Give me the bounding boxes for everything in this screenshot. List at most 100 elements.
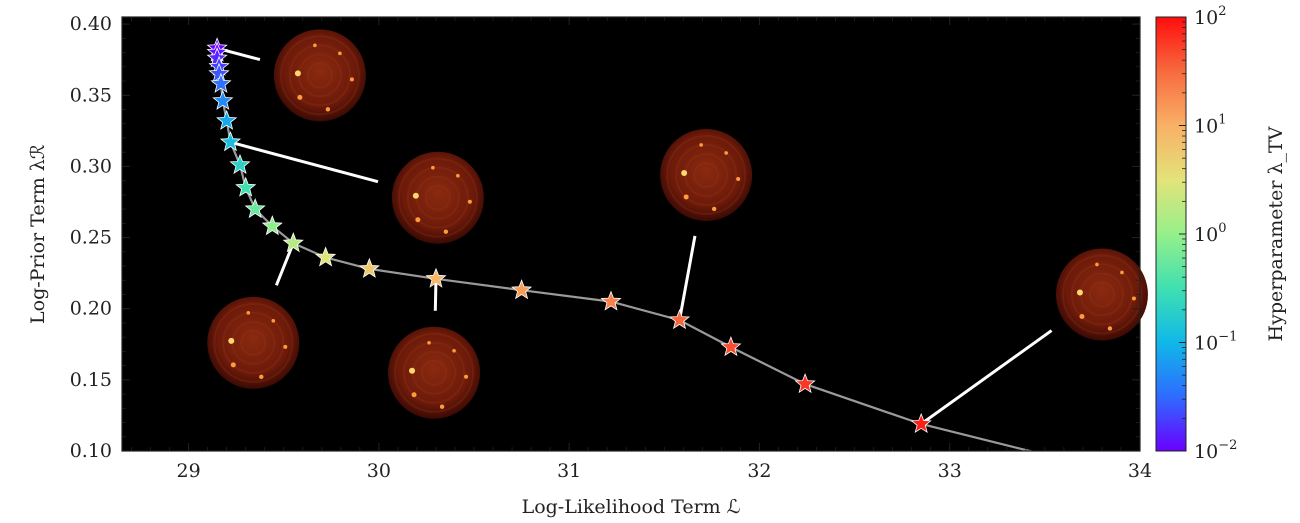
- bright-spot: [681, 169, 688, 176]
- sun-texture: [1061, 254, 1142, 335]
- reconstruction-inset-3: [660, 128, 753, 321]
- reconstruction-inset-1: [216, 29, 366, 122]
- data-point-star: [235, 176, 257, 197]
- x-axis-label: Log-Likelihood Term ℒ: [522, 496, 741, 518]
- bright-spot: [294, 70, 301, 77]
- bright-spot: [456, 173, 460, 178]
- data-point-star: [720, 335, 742, 357]
- ticks-layer: 29 30 31 32 33 34 0.10 0.15 0.20 0.25 0.30 0.35 0.40…: [27, 13, 1152, 518]
- data-point-star: [511, 279, 533, 300]
- reconstruction-inset-6: [920, 248, 1148, 426]
- bright-spot: [313, 43, 317, 48]
- x-tick-label: 33: [938, 460, 962, 482]
- inset-connector: [678, 235, 697, 321]
- y-tick-label: 0.35: [70, 84, 112, 106]
- data-point-star: [600, 290, 622, 311]
- sun-texture: [693, 161, 720, 188]
- bright-spot: [411, 392, 417, 398]
- bright-spot: [1076, 289, 1083, 296]
- data-point-star: [216, 109, 238, 130]
- sun-texture: [397, 157, 478, 238]
- bright-spot: [1095, 262, 1099, 267]
- sun-texture: [675, 143, 738, 206]
- data-point-star: [668, 308, 691, 330]
- data-point-star: [315, 246, 337, 267]
- data-point-star: [794, 372, 816, 394]
- x-tick-label: 30: [367, 460, 391, 482]
- bright-spot: [415, 217, 421, 223]
- sun-texture: [213, 302, 294, 383]
- bright-spot: [427, 340, 431, 345]
- data-point-star: [219, 131, 242, 152]
- bright-spot: [409, 367, 416, 374]
- bright-spot: [297, 94, 303, 100]
- y-tick-label: 0.25: [70, 227, 112, 249]
- colorbar-label: Hyperparameter λ_TV: [1265, 126, 1287, 341]
- sun-texture: [424, 184, 451, 211]
- x-tick-label: 31: [557, 460, 581, 482]
- data-point-star: [358, 257, 380, 278]
- sun-disk: [273, 29, 366, 122]
- bright-spot: [228, 337, 235, 344]
- data-point-star: [261, 215, 283, 236]
- data-point-star: [210, 72, 232, 93]
- bright-spot: [443, 229, 449, 234]
- bright-spot: [325, 107, 331, 112]
- inset-connector: [230, 140, 379, 184]
- bright-spot: [431, 165, 435, 170]
- y-tick-label: 0.30: [70, 155, 112, 177]
- bright-spot: [349, 77, 354, 82]
- bright-spot: [412, 192, 419, 199]
- sun-texture: [306, 62, 333, 89]
- sun-texture: [222, 311, 285, 374]
- sun-texture: [403, 341, 466, 404]
- x-tick-label: 29: [177, 460, 201, 482]
- sun-disk: [388, 326, 481, 419]
- bright-spot: [711, 206, 717, 212]
- bright-spot: [230, 362, 236, 368]
- data-point-star: [212, 89, 234, 110]
- bright-spot: [467, 199, 472, 204]
- bright-spot: [246, 311, 251, 315]
- bright-spot: [439, 404, 445, 409]
- colorbar-tick-label: 101: [1194, 113, 1226, 138]
- bright-spot: [736, 176, 741, 181]
- colorbar-tick-label: 100: [1194, 221, 1226, 246]
- reconstruction-inset-5: [388, 278, 481, 419]
- bright-spot: [271, 319, 276, 323]
- bright-spot: [699, 143, 703, 147]
- sun-disk: [1055, 248, 1148, 341]
- sun-texture: [1070, 263, 1133, 326]
- bright-spot: [452, 348, 456, 353]
- inset-connector: [920, 329, 1053, 426]
- bright-spot: [283, 344, 288, 349]
- inset-connector: [433, 278, 438, 311]
- data-point-star: [282, 232, 304, 253]
- colorbar-tick-label: 10−2: [1194, 438, 1237, 463]
- reconstruction-inset-2: [230, 140, 484, 244]
- bright-spot: [724, 151, 728, 155]
- data-point-star: [244, 197, 266, 219]
- sun-texture: [421, 359, 448, 386]
- bright-spot: [1079, 313, 1085, 319]
- bright-spot: [1131, 296, 1136, 301]
- sun-texture: [666, 134, 747, 215]
- bright-spot: [338, 51, 342, 56]
- y-tick-label: 0.20: [70, 298, 112, 320]
- bright-spot: [1120, 270, 1124, 275]
- bright-spot: [1107, 326, 1113, 331]
- sun-texture: [240, 329, 267, 356]
- sun-disk: [660, 128, 753, 221]
- y-axis-label: Log-Prior Term λℛ: [27, 144, 49, 324]
- sun-texture: [394, 332, 475, 413]
- sun-texture: [279, 35, 360, 116]
- x-tick-label: 32: [747, 460, 771, 482]
- sun-texture: [288, 44, 351, 107]
- y-tick-label: 0.10: [70, 440, 112, 462]
- data-point-star: [229, 153, 251, 174]
- sun-disk: [207, 296, 300, 389]
- bright-spot: [683, 194, 689, 200]
- sun-texture: [406, 166, 469, 229]
- y-tick-label: 0.40: [70, 13, 112, 35]
